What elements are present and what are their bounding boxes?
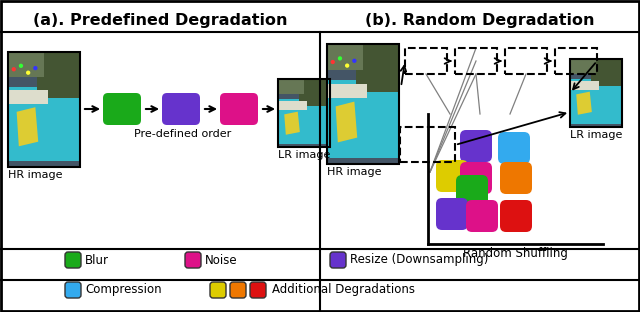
- Bar: [570, 81, 598, 90]
- Text: Random Shuffling: Random Shuffling: [463, 247, 568, 260]
- Circle shape: [331, 60, 335, 64]
- FancyBboxPatch shape: [162, 93, 200, 125]
- Bar: [327, 44, 399, 164]
- FancyBboxPatch shape: [230, 282, 246, 298]
- Circle shape: [19, 64, 23, 68]
- Text: HR image: HR image: [327, 167, 381, 177]
- Text: (a). Predefined Degradation: (a). Predefined Degradation: [33, 13, 287, 28]
- FancyBboxPatch shape: [250, 282, 266, 298]
- Bar: [8, 52, 80, 167]
- Bar: [8, 52, 44, 77]
- Bar: [327, 84, 367, 98]
- FancyBboxPatch shape: [65, 282, 81, 298]
- Bar: [555, 48, 597, 74]
- Bar: [278, 100, 330, 144]
- Bar: [8, 90, 47, 104]
- FancyBboxPatch shape: [500, 200, 532, 232]
- Bar: [505, 48, 547, 74]
- Circle shape: [338, 56, 342, 61]
- Bar: [327, 44, 363, 71]
- Bar: [356, 44, 399, 92]
- Text: HR image: HR image: [8, 170, 63, 180]
- Text: Pre-defined order: Pre-defined order: [134, 129, 232, 139]
- Text: Resize (Downsampling): Resize (Downsampling): [350, 253, 488, 266]
- Bar: [405, 48, 447, 74]
- Bar: [327, 44, 399, 164]
- Text: (b). Random Degradation: (b). Random Degradation: [365, 13, 595, 28]
- Bar: [8, 86, 80, 161]
- Bar: [278, 79, 330, 147]
- Polygon shape: [335, 102, 357, 142]
- Bar: [299, 79, 330, 106]
- FancyBboxPatch shape: [103, 93, 141, 125]
- Text: LR image: LR image: [278, 150, 330, 160]
- FancyBboxPatch shape: [456, 175, 488, 207]
- Text: Additional Degradations: Additional Degradations: [272, 284, 415, 296]
- Text: Compression: Compression: [85, 284, 162, 296]
- Circle shape: [26, 71, 30, 75]
- Text: Blur: Blur: [85, 253, 109, 266]
- Bar: [278, 79, 304, 94]
- Bar: [36, 52, 80, 98]
- FancyBboxPatch shape: [500, 162, 532, 194]
- Bar: [570, 59, 622, 127]
- Text: LR image: LR image: [570, 130, 622, 140]
- Text: Noise: Noise: [205, 253, 237, 266]
- Bar: [327, 80, 399, 158]
- FancyBboxPatch shape: [460, 162, 492, 194]
- Bar: [591, 59, 622, 86]
- Bar: [455, 48, 497, 74]
- Circle shape: [352, 59, 356, 63]
- FancyBboxPatch shape: [185, 252, 201, 268]
- Bar: [8, 52, 80, 167]
- Bar: [570, 79, 622, 124]
- Bar: [400, 127, 455, 162]
- FancyBboxPatch shape: [436, 160, 468, 192]
- FancyBboxPatch shape: [460, 130, 492, 162]
- FancyBboxPatch shape: [436, 198, 468, 230]
- Bar: [570, 59, 622, 127]
- FancyBboxPatch shape: [466, 200, 498, 232]
- Polygon shape: [17, 107, 38, 146]
- Polygon shape: [576, 92, 592, 115]
- FancyBboxPatch shape: [220, 93, 258, 125]
- FancyBboxPatch shape: [498, 132, 530, 164]
- Bar: [278, 79, 330, 147]
- Circle shape: [12, 67, 16, 71]
- FancyBboxPatch shape: [65, 252, 81, 268]
- Bar: [278, 101, 307, 110]
- Polygon shape: [284, 112, 300, 135]
- Bar: [570, 59, 596, 74]
- Circle shape: [345, 63, 349, 68]
- Circle shape: [33, 66, 38, 70]
- FancyBboxPatch shape: [330, 252, 346, 268]
- FancyBboxPatch shape: [210, 282, 226, 298]
